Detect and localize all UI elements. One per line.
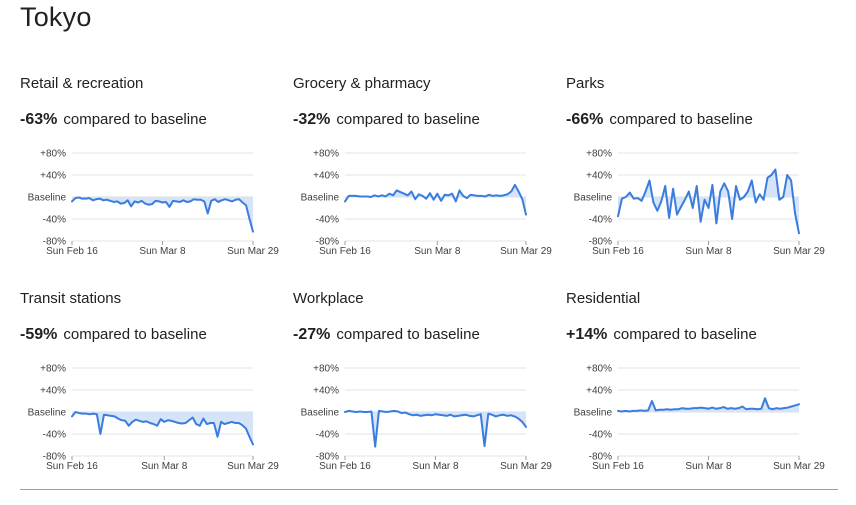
x-tick-label: Sun Feb 16	[592, 461, 644, 472]
chart-grocery: +80% +40% Baseline -40% -80%Sun Feb 16 Sun Ma…	[301, 149, 553, 258]
series-area	[72, 197, 253, 232]
summary-text: compared to baseline	[63, 111, 207, 128]
x-tick-label: Sun Feb 16	[319, 246, 371, 257]
y-tick-label: +80%	[40, 149, 66, 160]
x-tick-label: Sun Mar 29	[773, 461, 825, 472]
series-line	[617, 397, 800, 413]
chart-title: Parks	[566, 75, 605, 92]
series-line	[344, 409, 527, 448]
y-tick-label: -40%	[316, 215, 339, 226]
x-tick-label: Sun Mar 29	[227, 246, 279, 257]
x-tick-label: Sun Feb 16	[46, 246, 98, 257]
y-tick-label: Baseline	[28, 408, 67, 419]
x-tick-label: Sun Mar 8	[685, 461, 732, 472]
chart-panel-workplace: Workplace -27% compared to baseline +80% +…	[293, 290, 563, 490]
summary-percent: +14%	[566, 326, 608, 343]
y-tick-label: -80%	[316, 452, 339, 463]
summary-percent: -66%	[566, 111, 604, 128]
series-line	[344, 183, 527, 216]
series-area	[618, 169, 799, 234]
x-tick-label: Sun Mar 29	[500, 246, 552, 257]
chart-parks: +80% +40% Baseline -40% -80%Sun Feb 16 Sun Ma…	[574, 149, 826, 258]
y-tick-label: +80%	[313, 364, 339, 375]
chart-residential: +80% +40% Baseline -40% -80%Sun Feb 16 Sun Ma…	[574, 364, 826, 473]
chart-title: Transit stations	[20, 290, 122, 307]
summary: -59% compared to baseline	[20, 326, 207, 344]
y-tick-label: +80%	[586, 149, 612, 160]
x-tick-label: Sun Feb 16	[592, 246, 644, 257]
x-tick-label: Sun Mar 8	[412, 461, 459, 472]
chart-panel-grocery: Grocery & pharmacy -32% compared to basel…	[293, 75, 563, 275]
y-tick-label: +80%	[586, 364, 612, 375]
y-tick-label: -80%	[43, 452, 66, 463]
y-tick-label: -80%	[43, 237, 66, 248]
y-tick-label: Baseline	[301, 408, 340, 419]
series-line	[71, 196, 254, 233]
y-tick-label: -40%	[589, 430, 612, 441]
x-tick-label: Sun Mar 29	[500, 461, 552, 472]
summary-percent: -59%	[20, 326, 58, 343]
x-tick-label: Sun Mar 8	[414, 246, 461, 257]
y-tick-label: Baseline	[574, 193, 613, 204]
summary: -63% compared to baseline	[20, 111, 207, 129]
y-tick-label: +40%	[313, 171, 339, 182]
x-tick-label: Sun Mar 8	[139, 246, 186, 257]
y-tick-label: Baseline	[301, 193, 340, 204]
summary-text: compared to baseline	[613, 326, 757, 343]
chart-transit: +80% +40% Baseline -40% -80%Sun Feb 16 Sun Ma…	[28, 364, 280, 473]
summary-text: compared to baseline	[63, 326, 207, 343]
summary-percent: -32%	[293, 111, 331, 128]
y-tick-label: +40%	[40, 171, 66, 182]
series-line	[617, 168, 800, 235]
summary: -66% compared to baseline	[566, 111, 753, 129]
y-tick-label: +40%	[40, 386, 66, 397]
chart-title: Workplace	[293, 290, 364, 307]
summary-text: compared to baseline	[336, 111, 480, 128]
y-tick-label: Baseline	[574, 408, 613, 419]
y-tick-label: +80%	[313, 149, 339, 160]
y-tick-label: -80%	[316, 237, 339, 248]
x-tick-label: Sun Mar 8	[141, 461, 188, 472]
chart-retail: +80% +40% Baseline -40% -80%Sun Feb 16 Sun Ma…	[28, 149, 280, 258]
summary: -32% compared to baseline	[293, 111, 480, 129]
y-tick-label: -40%	[43, 430, 66, 441]
x-tick-label: Sun Mar 29	[773, 246, 825, 257]
y-tick-label: -40%	[316, 430, 339, 441]
footer-divider	[20, 489, 838, 490]
summary: +14% compared to baseline	[566, 326, 757, 344]
x-tick-label: Sun Mar 8	[685, 246, 732, 257]
x-tick-label: Sun Feb 16	[46, 461, 98, 472]
series-line	[71, 411, 254, 446]
summary-percent: -27%	[293, 326, 331, 343]
y-tick-label: +80%	[40, 364, 66, 375]
y-tick-label: +40%	[313, 386, 339, 397]
chart-panel-parks: Parks -66% compared to baseline +80% +40% B…	[566, 75, 836, 275]
y-tick-label: -40%	[589, 215, 612, 226]
chart-title: Residential	[566, 290, 641, 307]
summary-percent: -63%	[20, 111, 58, 128]
x-tick-label: Sun Mar 29	[227, 461, 279, 472]
y-tick-label: +40%	[586, 386, 612, 397]
chart-panel-residential: Residential +14% compared to baseline +80…	[566, 290, 836, 490]
series-area	[345, 184, 526, 215]
chart-title: Retail & recreation	[20, 75, 144, 92]
y-tick-label: +40%	[586, 171, 612, 182]
chart-panel-retail: Retail & recreation -63% compared to base…	[20, 75, 290, 275]
summary: -27% compared to baseline	[293, 326, 480, 344]
series-area	[345, 410, 526, 447]
y-tick-label: Baseline	[28, 193, 67, 204]
summary-text: compared to baseline	[336, 326, 480, 343]
y-tick-label: -80%	[589, 237, 612, 248]
chart-panel-transit: Transit stations -59% compared to baselin…	[20, 290, 290, 490]
summary-text: compared to baseline	[609, 111, 753, 128]
chart-workplace: +80% +40% Baseline -40% -80%Sun Feb 16 Sun Ma…	[301, 364, 553, 473]
page-title: Tokyo	[20, 2, 92, 32]
series-area	[72, 412, 253, 445]
chart-title: Grocery & pharmacy	[293, 75, 431, 92]
x-tick-label: Sun Feb 16	[319, 461, 371, 472]
y-tick-label: -40%	[43, 215, 66, 226]
y-tick-label: -80%	[589, 452, 612, 463]
